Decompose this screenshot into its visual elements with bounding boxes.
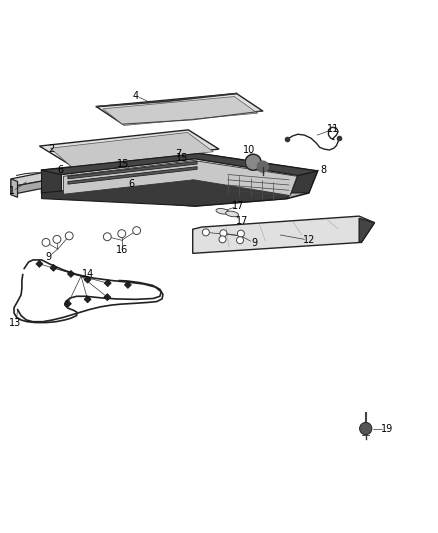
Polygon shape [359, 219, 374, 243]
Text: 11: 11 [327, 124, 339, 134]
Text: 8: 8 [320, 165, 326, 175]
Polygon shape [11, 173, 42, 187]
Text: 15: 15 [117, 159, 130, 168]
Polygon shape [291, 171, 318, 193]
Polygon shape [104, 294, 111, 301]
Text: 12: 12 [303, 235, 315, 245]
Polygon shape [193, 216, 374, 253]
Polygon shape [50, 133, 213, 167]
Circle shape [133, 227, 141, 235]
Circle shape [103, 233, 111, 241]
Text: 16: 16 [116, 245, 128, 255]
Ellipse shape [216, 208, 229, 214]
Polygon shape [61, 159, 298, 193]
Polygon shape [11, 181, 42, 195]
Polygon shape [50, 264, 57, 271]
Polygon shape [96, 93, 263, 124]
Polygon shape [42, 154, 318, 206]
Text: 17: 17 [232, 200, 244, 211]
Text: 4: 4 [133, 91, 139, 101]
Polygon shape [84, 296, 91, 303]
Text: 9: 9 [45, 252, 51, 262]
Polygon shape [67, 270, 74, 278]
Circle shape [118, 230, 126, 238]
Text: 14: 14 [81, 269, 94, 279]
Polygon shape [64, 160, 297, 196]
Circle shape [42, 238, 50, 246]
Text: 17: 17 [236, 215, 248, 225]
Polygon shape [42, 154, 318, 175]
Polygon shape [64, 300, 71, 307]
Text: 1: 1 [9, 185, 15, 196]
Polygon shape [68, 167, 197, 184]
Circle shape [237, 230, 244, 237]
Circle shape [202, 229, 209, 236]
Circle shape [65, 232, 73, 240]
Text: 13: 13 [9, 318, 21, 328]
Circle shape [237, 237, 244, 244]
Polygon shape [68, 161, 197, 179]
Ellipse shape [226, 211, 239, 217]
Polygon shape [42, 177, 291, 206]
Circle shape [53, 236, 61, 243]
Polygon shape [39, 130, 219, 165]
Polygon shape [11, 179, 18, 197]
Circle shape [220, 230, 227, 237]
Text: 2: 2 [49, 144, 55, 154]
Text: 19: 19 [381, 424, 393, 433]
Circle shape [360, 423, 372, 435]
Polygon shape [124, 281, 131, 288]
Text: 7: 7 [176, 149, 182, 159]
Circle shape [257, 161, 268, 172]
Polygon shape [36, 260, 43, 268]
Polygon shape [42, 170, 61, 193]
Polygon shape [104, 280, 111, 287]
Polygon shape [84, 276, 91, 283]
Text: 10: 10 [243, 145, 255, 155]
Text: 6: 6 [128, 179, 134, 189]
Text: 9: 9 [251, 238, 257, 248]
Text: 15: 15 [176, 153, 188, 163]
Circle shape [219, 236, 226, 243]
Polygon shape [103, 96, 258, 125]
Text: 6: 6 [57, 165, 63, 175]
Circle shape [245, 154, 261, 170]
